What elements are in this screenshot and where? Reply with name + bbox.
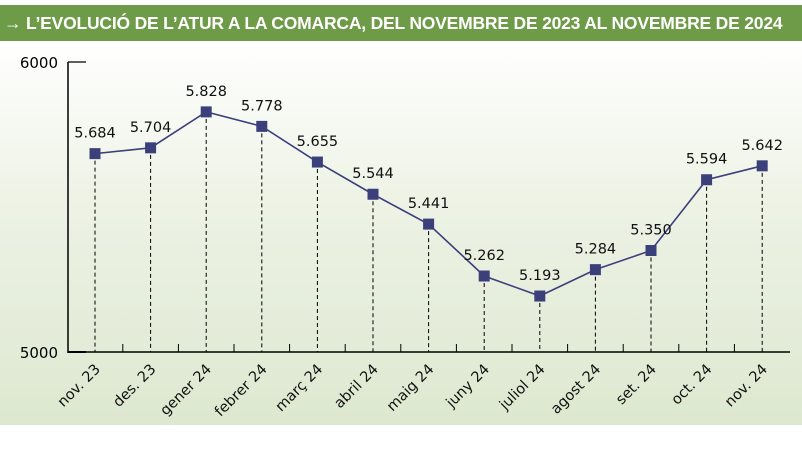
- data-point: [423, 218, 435, 230]
- data-point: [200, 106, 212, 118]
- x-tick-label: març 24: [273, 362, 327, 416]
- plot-background: [0, 41, 802, 425]
- x-tick-label: abril 24: [332, 362, 382, 412]
- data-label: 5.441: [408, 196, 450, 212]
- data-label: 5.684: [74, 126, 116, 142]
- data-point: [534, 290, 546, 302]
- x-tick-label: gener 24: [158, 362, 215, 419]
- data-label: 5.642: [741, 138, 783, 154]
- x-tick-label: nov. 23: [55, 362, 104, 411]
- data-point: [145, 142, 157, 154]
- data-point: [256, 120, 268, 132]
- data-point: [645, 245, 657, 256]
- x-tick-label: maig 24: [384, 362, 437, 415]
- data-label: 5.284: [575, 242, 617, 258]
- x-tick-label: febrer 24: [212, 362, 271, 421]
- data-label: 5.828: [185, 84, 227, 100]
- data-point: [89, 148, 101, 160]
- data-point: [311, 156, 323, 168]
- x-tick-label: set. 24: [613, 362, 660, 409]
- data-label: 5.778: [241, 98, 283, 114]
- y-tick-label: 6000: [20, 54, 58, 72]
- data-label: 5.193: [519, 268, 561, 284]
- data-point: [478, 270, 490, 282]
- data-label: 5.655: [297, 134, 339, 150]
- x-tick-label: nov. 24: [722, 362, 771, 411]
- data-label: 5.704: [130, 120, 172, 136]
- data-point: [589, 264, 601, 276]
- data-label: 5.262: [463, 248, 505, 264]
- y-tick-label: 5000: [20, 344, 58, 362]
- x-tick-label: juliol 24: [496, 362, 549, 415]
- x-tick-label: oct. 24: [669, 362, 716, 409]
- data-label: 5.350: [630, 223, 672, 239]
- data-label: 5.544: [352, 166, 394, 182]
- x-tick-label: juny 24: [443, 362, 493, 412]
- data-label: 5.594: [686, 152, 728, 168]
- chart-title: → L’EVOLUCIÓ DE L’ATUR A LA COMARCA, DEL…: [0, 5, 802, 41]
- x-tick-label: des. 23: [110, 362, 159, 411]
- data-point: [756, 160, 768, 172]
- data-point: [701, 174, 713, 186]
- x-tick-label: agost 24: [548, 362, 604, 418]
- data-point: [367, 188, 379, 200]
